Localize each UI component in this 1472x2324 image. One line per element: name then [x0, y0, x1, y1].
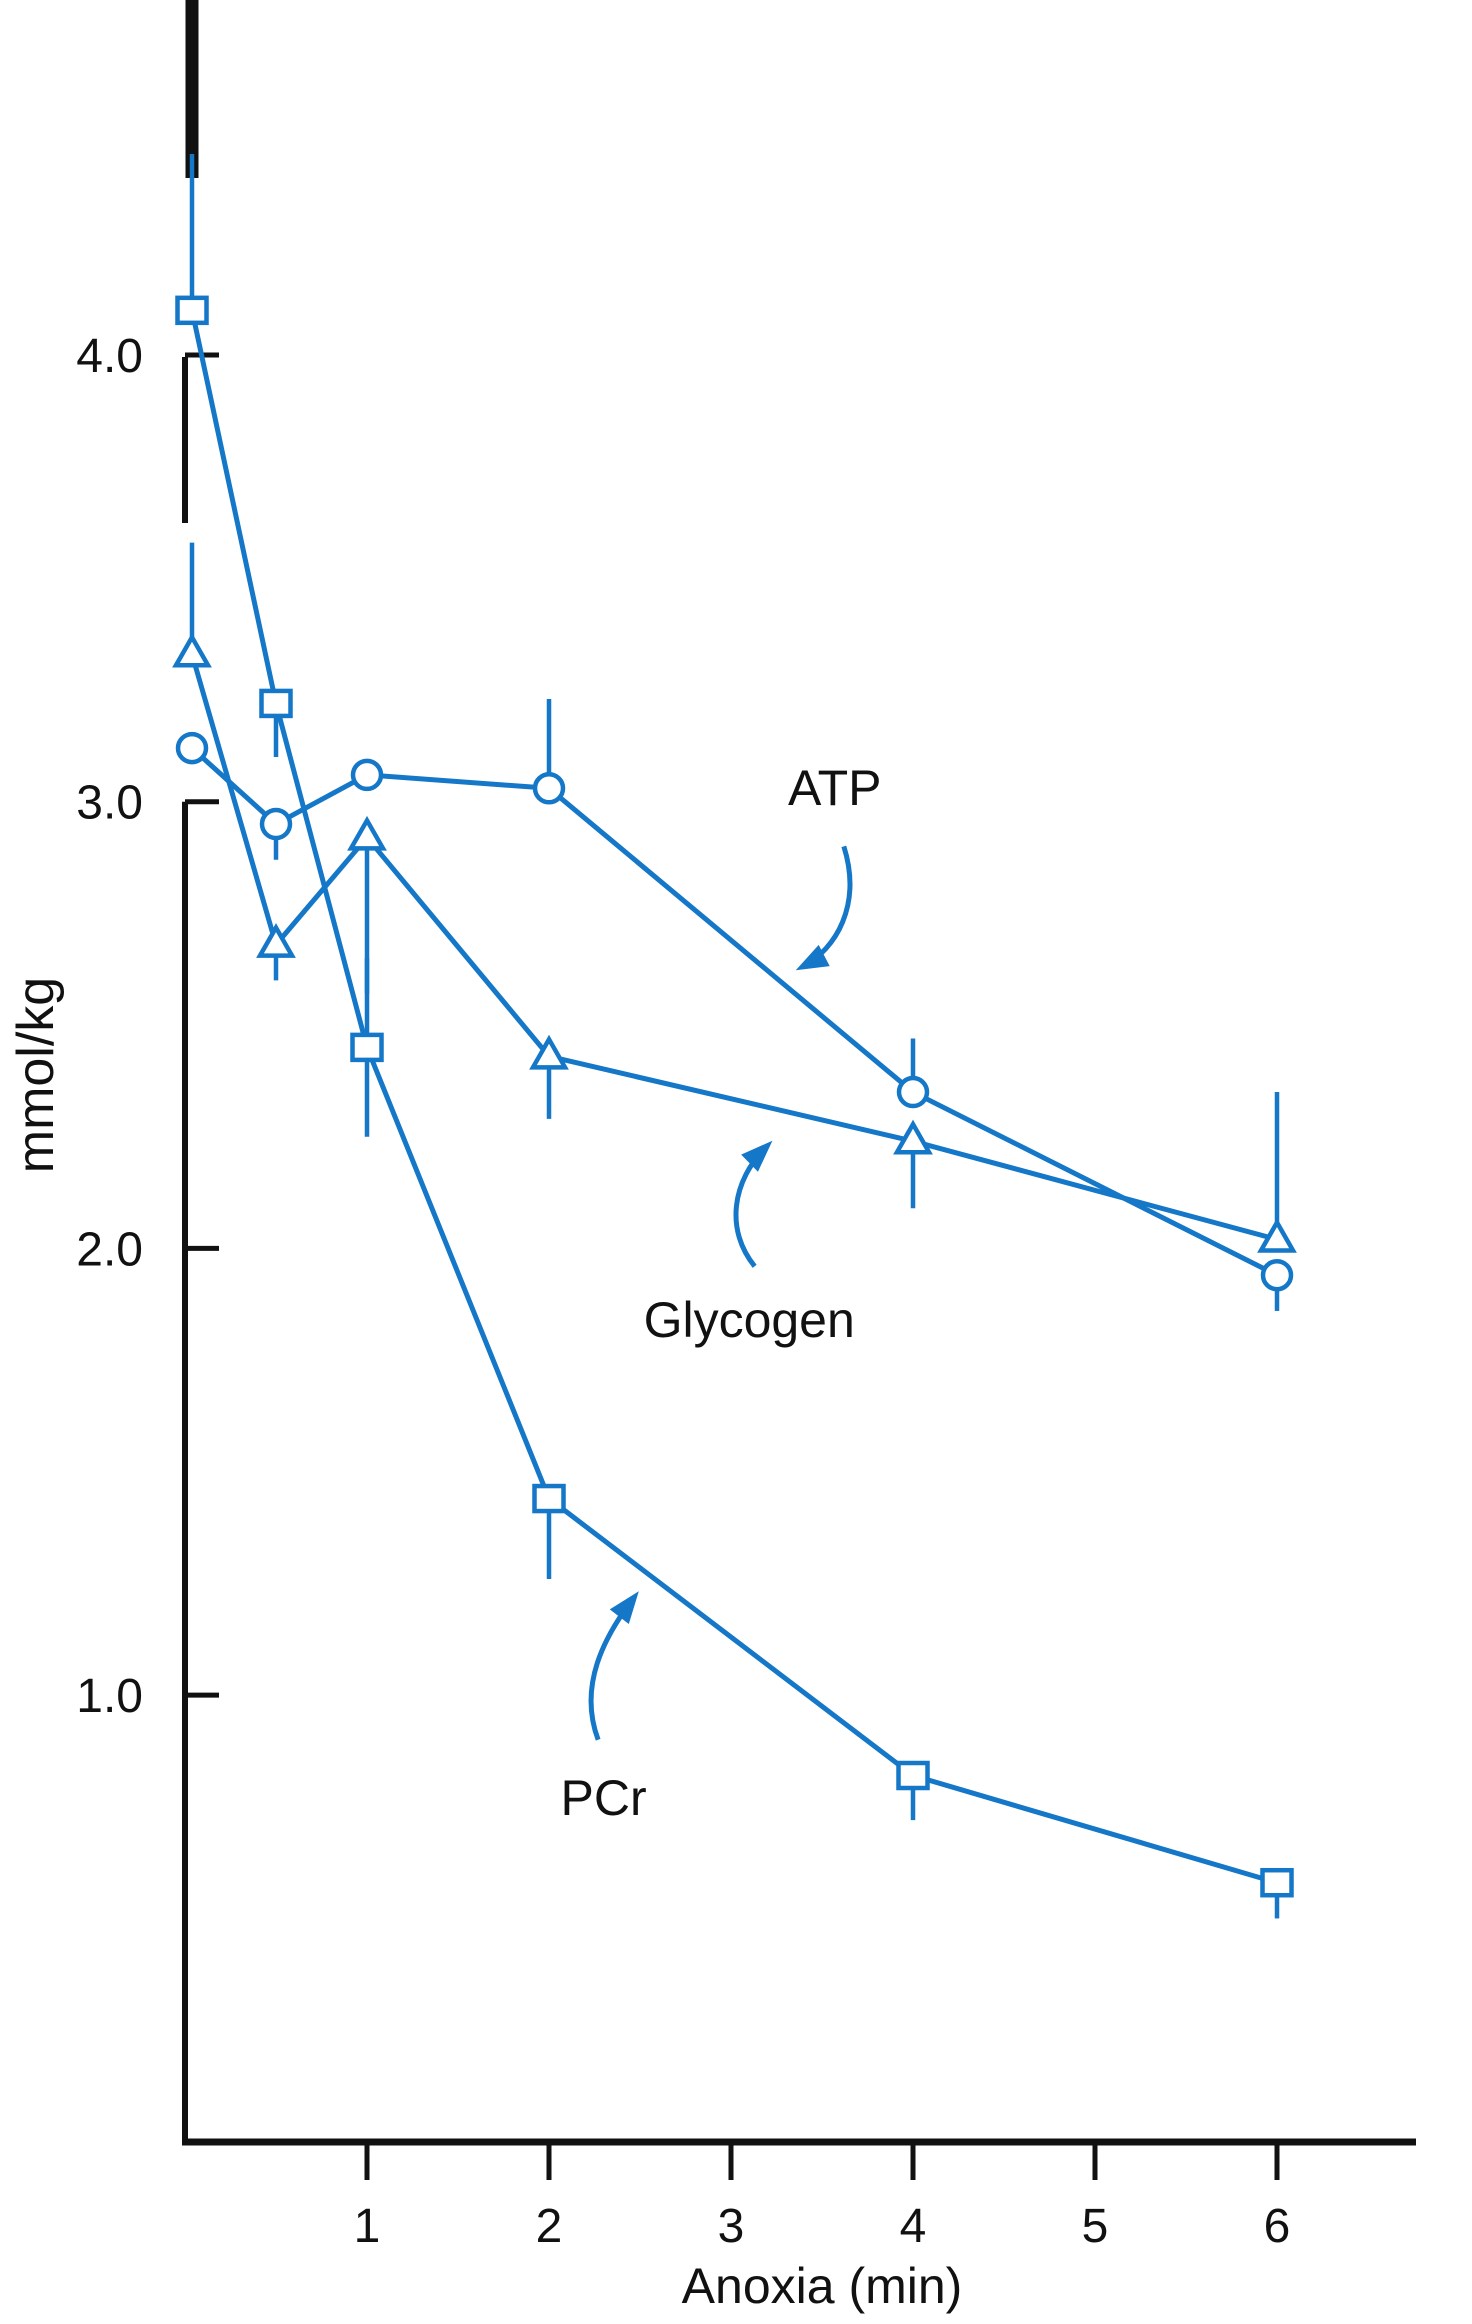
pcr-marker [350, 1032, 384, 1063]
pcr-marker [1260, 1867, 1294, 1898]
y-tick-label: 1.0 [76, 1670, 143, 1723]
glycogen-line [189, 653, 1278, 1242]
axes: 4.0 3.0 2.0 1.0 1 2 3 4 5 6 [76, 0, 1416, 2253]
x-axis-title: Anoxia (min) [681, 2258, 963, 2314]
x-tick-label: 3 [718, 2200, 745, 2253]
atp-marker [1260, 1258, 1294, 1292]
x-tick-label: 6 [1264, 2200, 1291, 2253]
x-tick-label: 5 [1082, 2200, 1109, 2253]
annotation-arrow-atp [795, 845, 853, 971]
glycogen-marker [1257, 1217, 1297, 1253]
y-tick-label: 4.0 [76, 330, 143, 383]
glycogen-marker [256, 923, 296, 958]
y-axis-title: mmol/kg [7, 976, 65, 1174]
series-glycogen [172, 542, 1297, 1253]
glycogen-marker [347, 815, 387, 851]
pcr-marker [896, 1760, 930, 1791]
atp-marker [259, 807, 293, 841]
x-tick-label: 4 [900, 2200, 927, 2253]
annotation-arrow-pcr [588, 1591, 639, 1741]
atp-line [190, 746, 1279, 1278]
atp-marker [350, 758, 384, 792]
y-tick-label: 3.0 [76, 777, 143, 830]
pcr-marker [532, 1483, 566, 1514]
pcr-marker [259, 688, 293, 719]
atp-marker [175, 731, 209, 765]
glycogen-marker [529, 1034, 569, 1070]
glycogen-marker [172, 632, 212, 668]
annotation-arrow-glycogen [733, 1140, 773, 1268]
annotation-atp-label: ATP [787, 760, 882, 817]
annotation-pcr-label: PCr [560, 1769, 647, 1826]
pcr-line [189, 309, 1278, 1886]
atp-marker [896, 1075, 930, 1109]
pcr-marker [175, 295, 209, 326]
glycogen-marker [893, 1119, 933, 1155]
annotation-glycogen-label: Glycogen [643, 1291, 855, 1348]
x-tick-label: 1 [354, 2200, 381, 2253]
series-atp [175, 698, 1294, 1311]
series-pcr [175, 153, 1294, 1919]
x-tick-label: 2 [536, 2200, 563, 2253]
atp-marker [532, 772, 566, 805]
y-tick-label: 2.0 [76, 1223, 143, 1276]
